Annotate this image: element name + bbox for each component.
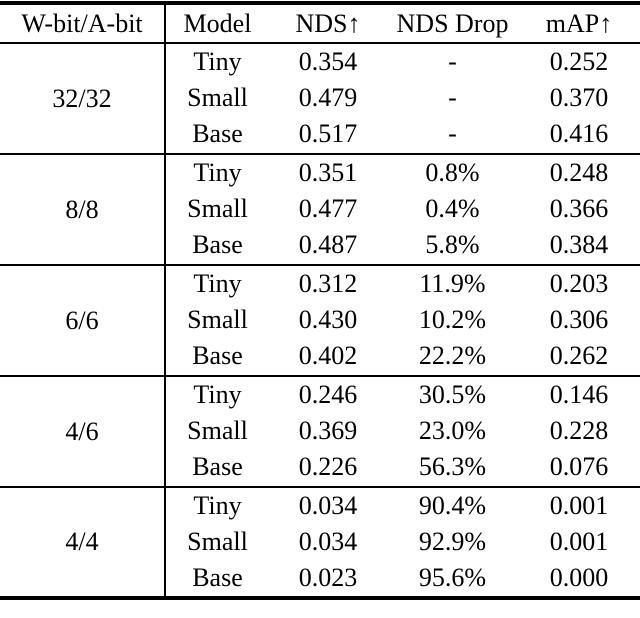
- map-cell: 0.076: [549, 452, 609, 481]
- nds-drop-cell: -: [448, 82, 457, 112]
- nds-drop-cell: 11.9%: [419, 269, 486, 298]
- bits-group-cell: 8/8: [65, 194, 99, 224]
- nds-cell: 0.369: [298, 415, 358, 445]
- nds-drop-cell: 0.4%: [425, 193, 480, 223]
- col-header-map: mAP↑: [518, 3, 640, 44]
- map-cell: 0.000: [549, 562, 609, 592]
- map-cell: 0.366: [549, 193, 609, 223]
- nds-cell: 0.402: [298, 341, 358, 370]
- nds-cell: 0.487: [298, 230, 358, 259]
- nds-cell: 0.430: [298, 304, 358, 334]
- nds-drop-cell: 10.2%: [418, 304, 487, 334]
- model-cell: Small: [164, 413, 269, 448]
- results-table: W-bit/A-bit Model NDS↑ NDS Drop mAP↑ 32/…: [0, 1, 640, 600]
- group-4-6: 4/6 Tiny 0.246 30.5% 0.146 Small 0.369 2…: [0, 376, 640, 487]
- bits-group-cell: 4/4: [65, 527, 99, 556]
- map-cell: 0.001: [549, 491, 609, 520]
- map-cell: 0.306: [549, 304, 609, 334]
- table-row: 4/6 Tiny 0.246 30.5% 0.146: [0, 376, 640, 446]
- group-32-32: 32/32 Tiny 0.354 - 0.252 Small 0.479 - 0…: [0, 43, 640, 154]
- model-cell: Tiny: [164, 265, 269, 302]
- model-cell: Base: [164, 448, 269, 487]
- col-header-nds: NDS↑: [269, 3, 387, 44]
- nds-drop-cell: 22.2%: [418, 341, 487, 370]
- map-cell: 0.203: [549, 269, 609, 298]
- map-cell: 0.384: [549, 230, 609, 259]
- bits-group-cell: 6/6: [65, 305, 99, 335]
- map-cell: 0.262: [549, 341, 609, 370]
- map-cell: 0.252: [549, 47, 609, 76]
- model-cell: Tiny: [164, 376, 269, 413]
- model-cell: Tiny: [164, 154, 269, 191]
- model-cell: Base: [164, 226, 269, 265]
- nds-drop-cell: 5.8%: [425, 230, 480, 259]
- nds-drop-cell: 92.9%: [418, 526, 487, 556]
- map-cell: 0.416: [549, 119, 609, 148]
- nds-cell: 0.034: [298, 491, 358, 520]
- map-cell: 0.248: [549, 158, 609, 187]
- nds-cell: 0.312: [298, 269, 358, 298]
- nds-drop-cell: -: [448, 119, 457, 148]
- table-row: Small 0.479 - 0.370: [0, 80, 640, 115]
- table-row: Base 0.226 56.3% 0.076: [0, 448, 640, 487]
- nds-cell: 0.246: [298, 380, 358, 409]
- header-row: W-bit/A-bit Model NDS↑ NDS Drop mAP↑: [0, 3, 640, 44]
- table-row: Small 0.369 23.0% 0.228: [0, 413, 640, 448]
- nds-cell: 0.479: [298, 82, 358, 112]
- table-row: Base 0.402 22.2% 0.262: [0, 337, 640, 376]
- table-row: Small 0.430 10.2% 0.306: [0, 302, 640, 337]
- nds-cell: 0.226: [298, 452, 358, 481]
- group-8-8: 8/8 Tiny 0.351 0.8% 0.248 Small 0.477 0.…: [0, 154, 640, 265]
- table-row: Base 0.517 - 0.416: [0, 115, 640, 154]
- nds-drop-cell: 30.5%: [418, 380, 487, 409]
- col-header-wbit-abit: W-bit/A-bit: [0, 3, 165, 44]
- table-header: W-bit/A-bit Model NDS↑ NDS Drop mAP↑: [0, 3, 640, 44]
- model-cell: Tiny: [164, 43, 269, 80]
- table-row: Small 0.477 0.4% 0.366: [0, 191, 640, 226]
- map-cell: 0.228: [549, 415, 609, 445]
- map-cell: 0.001: [549, 526, 609, 556]
- group-4-4: 4/4 Tiny 0.034 90.4% 0.001 Small 0.034 9…: [0, 487, 640, 598]
- table-row: Small 0.034 92.9% 0.001: [0, 524, 640, 559]
- model-cell: Small: [164, 191, 269, 226]
- nds-cell: 0.354: [298, 47, 358, 76]
- model-cell: Base: [164, 115, 269, 154]
- nds-cell: 0.477: [298, 193, 358, 223]
- nds-cell: 0.351: [298, 158, 358, 187]
- model-cell: Base: [164, 559, 269, 598]
- table-row: Base 0.023 95.6% 0.000: [0, 559, 640, 598]
- nds-drop-cell: -: [448, 47, 457, 76]
- col-header-model: Model: [164, 3, 269, 44]
- table-row: 6/6 Tiny 0.312 11.9% 0.203: [0, 265, 640, 335]
- table-row: 32/32 Tiny 0.354 - 0.252: [0, 43, 640, 113]
- model-cell: Tiny: [164, 487, 269, 524]
- bits-group-cell: 4/6: [65, 416, 99, 446]
- nds-drop-cell: 0.8%: [425, 158, 480, 187]
- nds-cell: 0.023: [298, 562, 358, 592]
- col-header-nds-drop: NDS Drop: [387, 3, 518, 44]
- nds-drop-cell: 23.0%: [418, 415, 487, 445]
- map-cell: 0.146: [549, 380, 609, 409]
- table-row: 4/4 Tiny 0.034 90.4% 0.001: [0, 487, 640, 556]
- nds-drop-cell: 95.6%: [418, 562, 487, 592]
- nds-cell: 0.034: [298, 526, 358, 556]
- model-cell: Small: [164, 80, 269, 115]
- nds-drop-cell: 90.4%: [418, 491, 487, 520]
- model-cell: Small: [164, 302, 269, 337]
- nds-cell: 0.517: [298, 119, 358, 148]
- table-row: 8/8 Tiny 0.351 0.8% 0.248: [0, 154, 640, 224]
- model-cell: Base: [164, 337, 269, 376]
- nds-drop-cell: 56.3%: [418, 452, 487, 481]
- bits-group-cell: 32/32: [52, 83, 112, 113]
- model-cell: Small: [164, 524, 269, 559]
- group-6-6: 6/6 Tiny 0.312 11.9% 0.203 Small 0.430 1…: [0, 265, 640, 376]
- map-cell: 0.370: [549, 82, 609, 112]
- table-row: Base 0.487 5.8% 0.384: [0, 226, 640, 265]
